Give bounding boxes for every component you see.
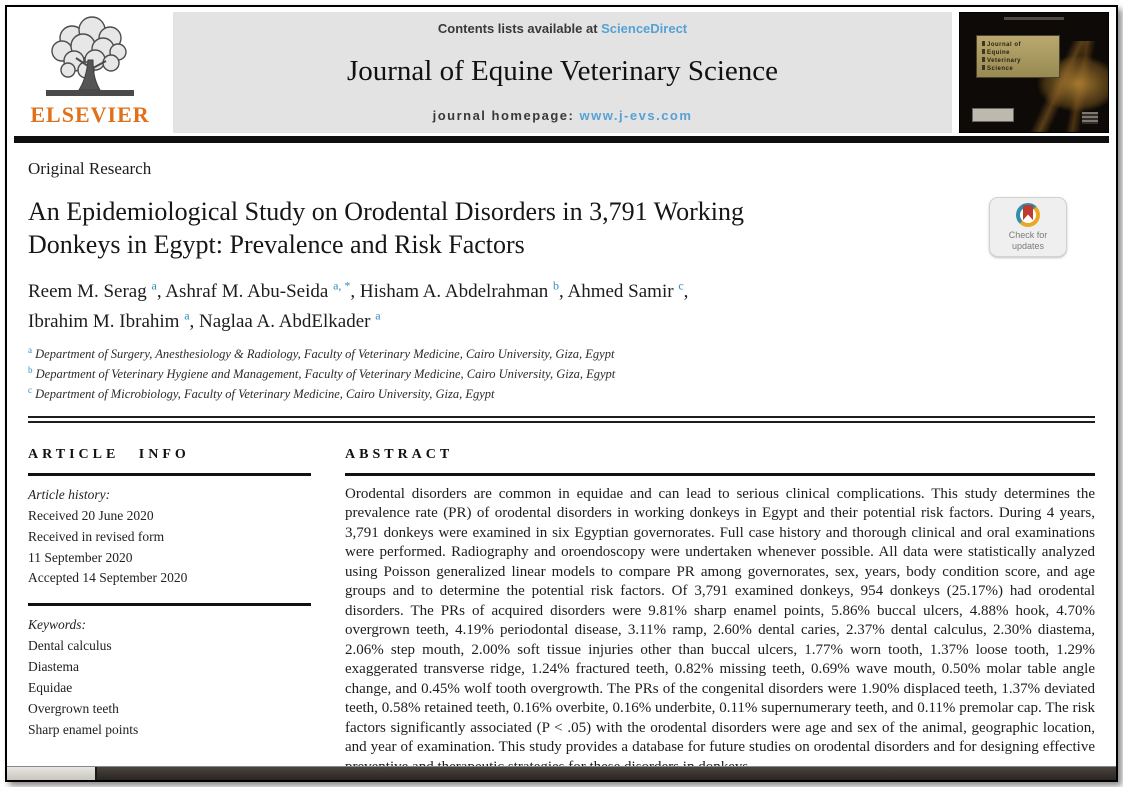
keyword: Equidae: [28, 680, 73, 696]
article-info-rule: [28, 472, 311, 476]
contents-prefix: Contents lists available at: [437, 21, 602, 36]
abstract-heading: ABSTRACT: [345, 446, 454, 462]
contents-line: Contents lists available at ScienceDirec…: [183, 21, 942, 36]
affiliation-marker: c: [28, 384, 32, 395]
affiliation-marker: a: [28, 345, 32, 356]
elsevier-wordmark: ELSEVIER: [30, 102, 150, 127]
cover-title-line: Science: [982, 65, 1054, 73]
author: Naglaa A. AbdElkader a: [199, 308, 381, 332]
keyword: Sharp enamel points: [28, 722, 139, 737]
article-history-lines: Received 20 June 2020 Received in revised…: [28, 506, 311, 590]
scrollbar-thumb[interactable]: [7, 767, 97, 780]
article-info-column: ARTICLE INFO Article history: Received 2…: [28, 446, 311, 780]
journal-homepage-link[interactable]: www.j-evs.com: [579, 107, 693, 123]
journal-title: Journal of Equine Veterinary Science: [346, 55, 779, 88]
keyword: Diastema: [28, 659, 79, 675]
author: Ashraf M. Abu-Seida a, *,: [165, 278, 360, 302]
article-info-heading: ARTICLE INFO: [28, 446, 190, 462]
cover-publisher-logos: [972, 108, 1014, 122]
author-affiliation-marker: b: [553, 278, 560, 293]
cover-title-line: Equine: [982, 49, 1054, 57]
author-affiliation-marker: a: [375, 308, 381, 323]
author-affiliation-marker: a: [184, 308, 190, 323]
keywords-section: Keywords: Dental calculus Diastema Equidae…: [28, 615, 311, 741]
crossmark-label-line2: updates: [1011, 240, 1045, 251]
author: Ibrahim M. Ibrahim a,: [28, 308, 200, 332]
homepage-prefix: journal homepage:: [432, 107, 580, 123]
elsevier-logo: ELSEVIER: [14, 12, 166, 133]
keywords-label: Keywords:: [28, 617, 86, 633]
author-affiliation-marker: c: [678, 278, 684, 293]
author: Ahmed Samir c,: [567, 278, 689, 302]
history-line: Accepted 14 September 2020: [28, 570, 188, 586]
homepage-line: journal homepage: www.j-evs.com: [183, 108, 942, 123]
sciencedirect-link[interactable]: ScienceDirect: [601, 21, 688, 36]
cover-title-line: Journal of: [982, 41, 1054, 49]
masthead: ELSEVIER Contents lists available at Sci…: [7, 7, 1116, 133]
masthead-center: Contents lists available at ScienceDirec…: [173, 12, 952, 133]
article-history-label: Article history:: [28, 486, 111, 502]
article-type-label: Original Research: [28, 159, 152, 178]
affiliation: c Department of Microbiology, Faculty of…: [28, 384, 495, 402]
affiliation: a Department of Surgery, Anesthesiology …: [28, 345, 615, 362]
cover-title-box: Journal of Equine Veterinary Science: [976, 35, 1060, 78]
cover-title-line: Veterinary: [982, 57, 1054, 65]
article-front-matter: Original Research An Epidemiological Stu…: [7, 143, 1116, 780]
article-title-line2: Donkeys in Egypt: Prevalence and Risk Fa…: [28, 230, 525, 260]
keyword: Dental calculus: [28, 638, 112, 654]
elsevier-tree-icon: [38, 16, 142, 102]
keywords-list: Dental calculus Diastema Equidae Overgrown …: [28, 636, 311, 741]
affiliation-marker: b: [28, 364, 33, 375]
crossmark-bookmark-icon: [1023, 205, 1033, 221]
history-line: Received 20 June 2020: [28, 507, 154, 523]
cover-barcode: [1082, 112, 1098, 124]
affiliation: b Department of Veterinary Hygiene and M…: [28, 364, 616, 382]
author: Hisham A. Abdelrahman b,: [359, 278, 568, 302]
header-divider-bar: [14, 136, 1109, 143]
history-line: Received in revised form: [28, 528, 165, 544]
journal-cover-thumbnail[interactable]: Journal of Equine Veterinary Science: [959, 12, 1109, 133]
article-title: An Epidemiological Study on Orodental Di…: [28, 195, 949, 262]
article-history: Article history: Received 20 June 2020 Re…: [28, 485, 311, 590]
author-list: Reem M. Serag a, Ashraf M. Abu-Seida a, …: [28, 277, 1095, 337]
crossmark-icon: [1016, 203, 1040, 228]
abstract-column: ABSTRACT Orodental disorders are common …: [345, 446, 1095, 780]
abstract-rule: [345, 472, 1095, 476]
crossmark-label: Check for updates: [1002, 230, 1054, 251]
abstract-text: Orodental disorders are common in equida…: [345, 485, 1095, 775]
author-affiliation-marker: a: [151, 278, 157, 293]
article-title-line1: An Epidemiological Study on Orodental Di…: [28, 197, 744, 226]
journal-first-page: ELSEVIER Contents lists available at Sci…: [5, 5, 1118, 782]
keyword: Overgrown teeth: [28, 701, 119, 717]
author: Reem M. Serag a,: [28, 278, 166, 302]
crossmark-label-line1: Check for: [1008, 230, 1048, 241]
keywords-rule: [28, 603, 311, 607]
check-for-updates-badge[interactable]: Check for updates: [989, 197, 1067, 257]
author-affiliation-marker: a, *: [333, 278, 351, 293]
history-line: 11 September 2020: [28, 549, 133, 565]
horizontal-scrollbar[interactable]: [7, 766, 1116, 780]
cover-top-text: [1004, 17, 1064, 20]
section-double-rule: [28, 415, 1095, 423]
affiliation-list: a Department of Surgery, Anesthesiology …: [28, 344, 1095, 404]
